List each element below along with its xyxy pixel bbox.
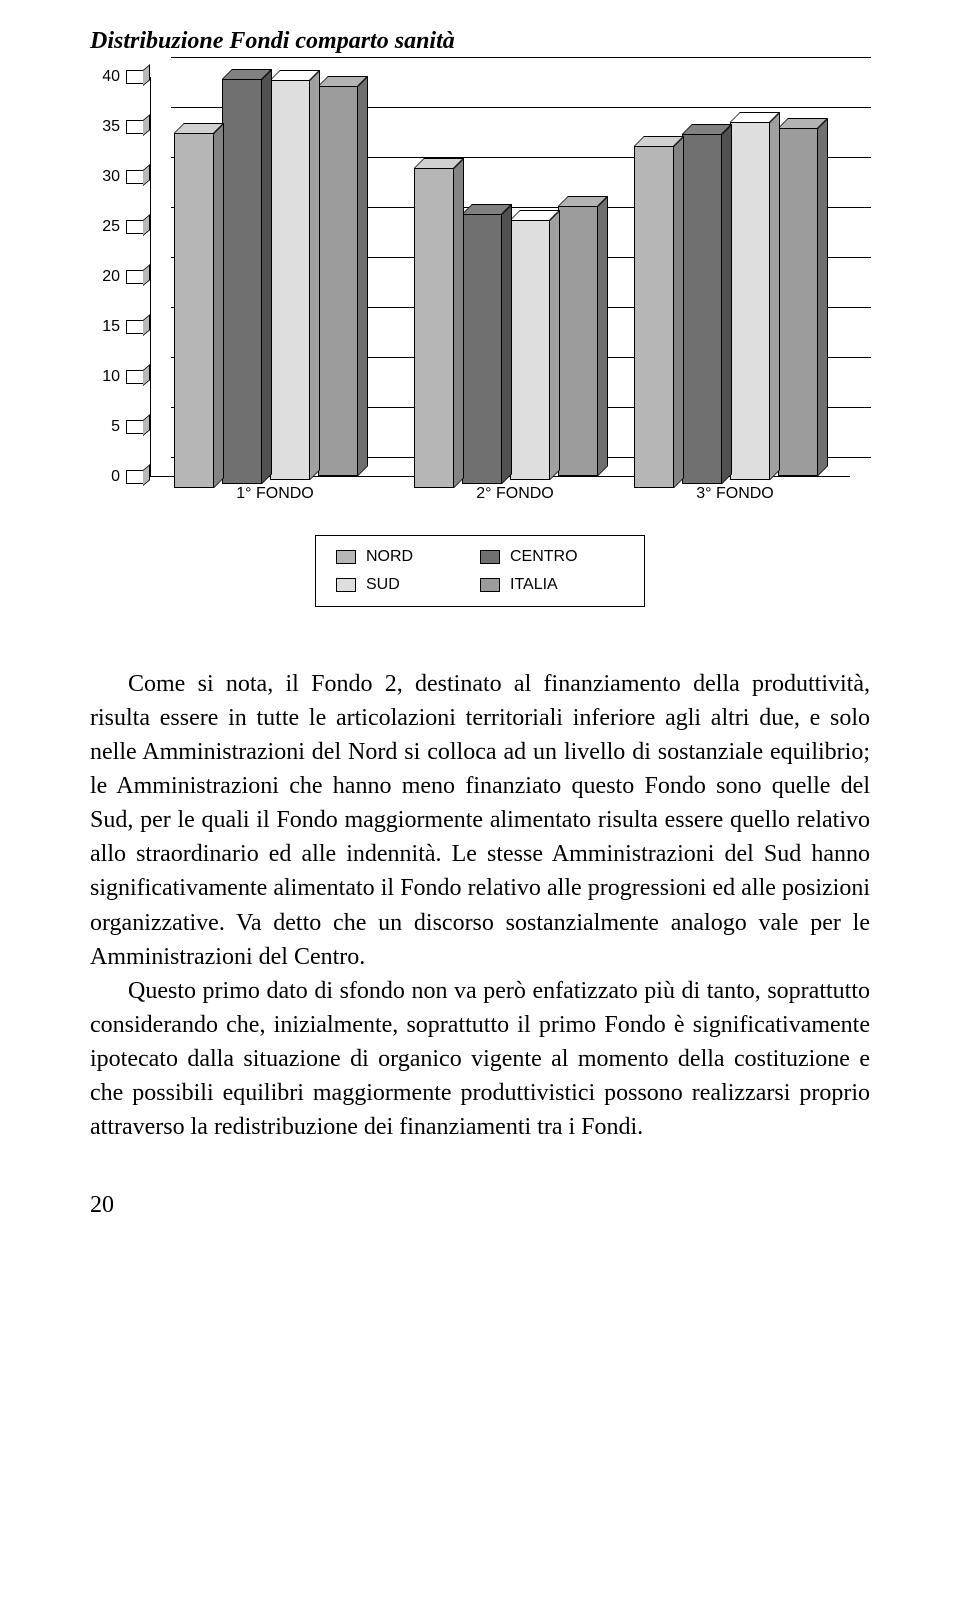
- legend: NORD CENTRO SUD ITALIA: [315, 535, 645, 607]
- y-tick-marker: [126, 120, 144, 134]
- bar: [778, 128, 818, 476]
- y-tick-marker: [126, 70, 144, 84]
- legend-label: NORD: [366, 548, 413, 566]
- legend-label: CENTRO: [510, 548, 578, 566]
- bar: [462, 214, 502, 484]
- paragraph: Come si nota, il Fondo 2, destinato al f…: [90, 667, 870, 974]
- body-text: Come si nota, il Fondo 2, destinato al f…: [90, 667, 870, 1144]
- bar: [414, 168, 454, 488]
- chart-title: Distribuzione Fondi comparto sanità: [90, 28, 870, 55]
- y-tick-marker: [126, 320, 144, 334]
- bar: [174, 133, 214, 488]
- bar: [682, 134, 722, 484]
- x-tick-label: 2° FONDO: [460, 485, 570, 503]
- x-tick-label: 1° FONDO: [220, 485, 330, 503]
- legend-item-italia: ITALIA: [480, 576, 624, 594]
- y-tick-label: 5: [90, 418, 120, 436]
- bar: [634, 146, 674, 488]
- legend-item-nord: NORD: [336, 548, 480, 566]
- y-tick-marker: [126, 420, 144, 434]
- y-tick-label: 25: [90, 218, 120, 236]
- bar: [270, 80, 310, 480]
- legend-label: ITALIA: [510, 576, 558, 594]
- y-tick-label: 35: [90, 118, 120, 136]
- legend-item-centro: CENTRO: [480, 548, 624, 566]
- y-tick-label: 20: [90, 268, 120, 286]
- bar-chart: 0510152025303540 1° FONDO2° FONDO3° FOND…: [90, 77, 860, 517]
- y-tick-marker: [126, 370, 144, 384]
- y-tick-label: 30: [90, 168, 120, 186]
- y-tick-marker: [126, 470, 144, 484]
- plot-area: [150, 77, 850, 477]
- x-tick-label: 3° FONDO: [680, 485, 790, 503]
- bar: [318, 86, 358, 476]
- paragraph: Questo primo dato di sfondo non va però …: [90, 974, 870, 1144]
- legend-item-sud: SUD: [336, 576, 480, 594]
- y-tick-label: 0: [90, 468, 120, 486]
- y-tick-marker: [126, 220, 144, 234]
- y-tick-label: 40: [90, 68, 120, 86]
- bar: [730, 122, 770, 480]
- y-tick-marker: [126, 170, 144, 184]
- bar: [222, 79, 262, 484]
- bar: [510, 220, 550, 480]
- page-number: 20: [90, 1192, 870, 1219]
- y-tick-label: 15: [90, 318, 120, 336]
- bar: [558, 206, 598, 476]
- y-tick-marker: [126, 270, 144, 284]
- y-tick-label: 10: [90, 368, 120, 386]
- legend-label: SUD: [366, 576, 400, 594]
